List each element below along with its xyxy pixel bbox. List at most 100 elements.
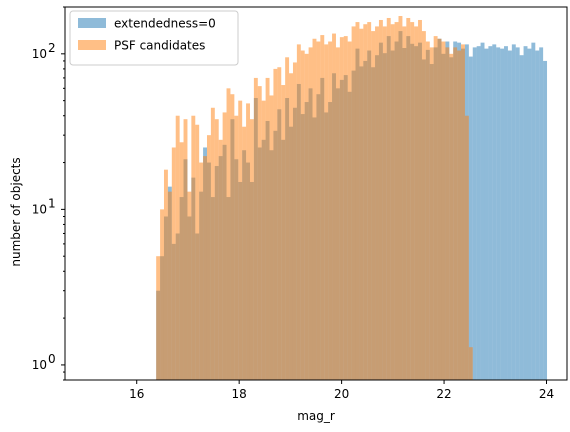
psf-candidates-bar: [394, 22, 399, 380]
psf-candidates-bar: [382, 26, 387, 381]
extendedness-bar: [476, 46, 481, 380]
psf-candidates-bar: [371, 31, 376, 380]
psf-candidates-bar: [277, 67, 282, 381]
x-tick-label: 16: [129, 387, 144, 401]
plot-area: [156, 16, 548, 381]
psf-candidates-bar: [179, 142, 184, 380]
psf-candidates-bar: [335, 47, 340, 381]
psf-candidates-bar: [453, 47, 458, 381]
psf-candidates-bar: [183, 119, 188, 381]
y-tick-exponent: 0: [48, 352, 56, 366]
psf-candidates-bar: [359, 28, 364, 380]
psf-candidates-bar: [468, 347, 473, 380]
psf-candidates-bar: [304, 53, 309, 381]
psf-candidates-bar: [265, 77, 270, 381]
extendedness-bar: [527, 48, 532, 381]
psf-candidates-bar: [425, 41, 430, 381]
psf-candidates-bar: [210, 107, 215, 380]
legend-frame: [69, 10, 239, 66]
psf-candidates-bar: [378, 19, 383, 380]
psf-candidates-bar: [320, 35, 325, 380]
psf-candidates-bar: [296, 44, 301, 381]
psf-candidates-bar: [163, 169, 168, 380]
psf-candidates-bar: [406, 17, 411, 380]
psf-candidates-bar: [222, 112, 227, 381]
psf-candidates-bar: [214, 119, 219, 381]
psf-candidates-bar: [355, 22, 360, 380]
psf-candidates-bar: [328, 41, 333, 381]
psf-candidates-bar: [445, 47, 450, 381]
x-tick-label: 20: [334, 387, 349, 401]
x-tick-label: 18: [232, 387, 247, 401]
extendedness-bar: [531, 42, 536, 380]
psf-candidates-bar: [285, 57, 290, 380]
psf-candidates-bar: [312, 38, 317, 380]
psf-candidates-bar: [449, 53, 454, 381]
psf-candidates-bar: [238, 100, 243, 380]
extendedness-bar: [480, 42, 485, 380]
psf-candidates-bar: [269, 95, 274, 380]
psf-candidates-bar: [332, 33, 336, 381]
psf-candidates-bar: [386, 17, 391, 380]
psf-candidates-bar: [418, 19, 422, 380]
psf-candidates-bar: [433, 36, 438, 381]
psf-candidates-bar: [191, 115, 196, 380]
extendedness-bar: [468, 56, 473, 381]
legend-label-extendedness: extendedness=0: [114, 17, 216, 31]
psf-candidates-bar: [203, 156, 207, 380]
extendedness-bar: [492, 44, 497, 381]
x-tick-label: 22: [436, 387, 451, 401]
psf-candidates-bar: [398, 16, 403, 380]
psf-candidates-bar: [343, 36, 348, 381]
psf-candidates-bar: [410, 22, 415, 380]
psf-candidates-bar: [292, 62, 297, 380]
psf-candidates-bar: [441, 41, 446, 381]
psf-candidates-bar: [249, 119, 254, 381]
extendedness-bar: [543, 60, 548, 380]
extendedness-bar: [496, 47, 501, 381]
psf-candidates-bar: [429, 47, 434, 381]
y-tick-exponent: 1: [48, 196, 56, 210]
psf-candidates-bar: [308, 47, 313, 381]
psf-candidates-bar: [316, 41, 321, 381]
psf-candidates-bar: [437, 38, 442, 380]
psf-candidates-bar: [351, 26, 356, 381]
y-tick-label: 10: [32, 202, 47, 216]
extendedness-bar: [539, 47, 544, 381]
psf-candidates-bar: [461, 44, 465, 381]
x-axis-label: mag_r: [297, 409, 335, 423]
psf-candidates-bar: [390, 24, 395, 380]
legend-label-psf-candidates: PSF candidates: [114, 39, 205, 53]
psf-candidates-bar: [347, 41, 352, 381]
psf-candidates-bar: [160, 209, 164, 380]
psf-candidates-bar: [300, 50, 305, 381]
extendedness-bar: [523, 46, 528, 380]
extendedness-bar: [515, 47, 520, 381]
psf-candidates-bar: [242, 126, 247, 380]
psf-candidates-bar: [281, 85, 286, 381]
extendedness-bar: [472, 47, 477, 381]
extendedness-bar: [507, 50, 512, 381]
extendedness-bar: [484, 48, 489, 381]
psf-candidates-bar: [195, 124, 200, 380]
psf-candidates-bar: [171, 147, 176, 380]
psf-candidates-bar: [156, 256, 161, 380]
psf-candidates-bar: [289, 73, 293, 380]
legend: extendedness=0 PSF candidates: [69, 10, 239, 66]
x-tick-label: 24: [539, 387, 554, 401]
legend-swatch-extendedness: [78, 18, 106, 28]
psf-candidates-bar: [246, 103, 250, 380]
y-tick-label: 10: [32, 358, 47, 372]
legend-swatch-psf-candidates: [78, 40, 106, 50]
psf-candidates-bar: [230, 94, 235, 380]
psf-candidates-bar: [375, 26, 379, 381]
y-tick-exponent: 2: [48, 41, 56, 55]
psf-candidates-bar: [273, 68, 278, 380]
extendedness-bar: [519, 55, 524, 380]
axes-frame: [64, 6, 568, 381]
psf-candidates-bar: [199, 162, 204, 380]
y-tick-label: 10: [32, 47, 47, 61]
psf-candidates-bar: [464, 115, 469, 380]
